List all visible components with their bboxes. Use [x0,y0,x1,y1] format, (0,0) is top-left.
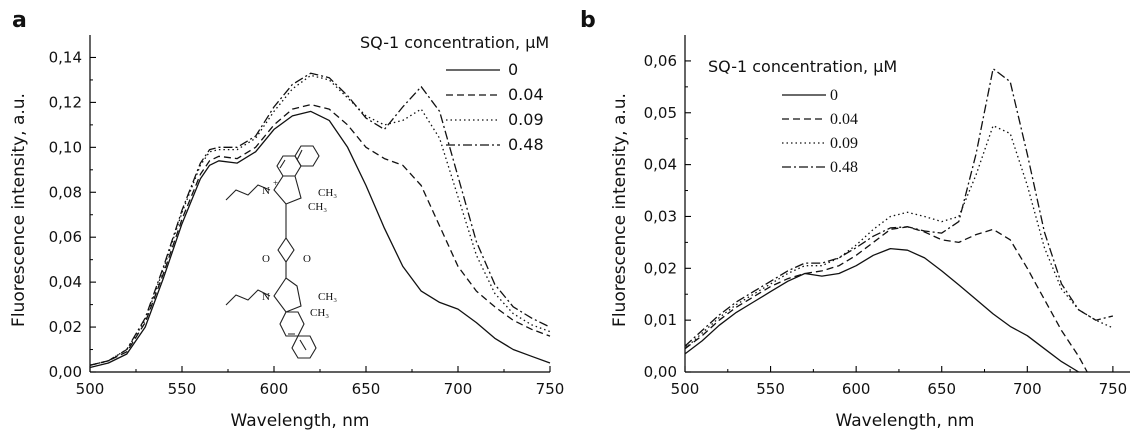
panel-a-label: a [12,8,27,33]
panel-a-y-tick-label: 0,04 [49,273,82,291]
panel-a-x-tick-label: 600 [260,380,289,398]
panel-a-y-tick-label: 0,02 [49,318,82,336]
panel-b-series-line-0_04 [684,226,1088,373]
structure-label-o-right: O [303,253,311,265]
panel-a-x-tick-label: 750 [536,380,565,398]
panel-a-y-ticks: 0,00 0,02 0,04 0,06 0,08 0,10 0,12 0,14 [49,48,96,381]
panel-b-y-tick-label: 0,02 [644,259,677,277]
panel-a-series-line-0_04 [89,103,551,366]
panel-b-x-tick-label: 650 [927,380,956,398]
panel-a-legend-title: SQ-1 concentration, μM [360,33,549,52]
upper-butyl-chain [225,184,271,201]
panel-a-structure-inset [225,145,320,359]
panel-b-legend-label: 0.04 [830,111,858,128]
panel-a-legend-label: 0 [508,60,518,79]
panel-a-series [89,72,551,369]
panel-a-series-line-0_48 [89,72,551,366]
upper-naphthalene-ring-2 [294,145,320,167]
panel-a-y-tick-label: 0,10 [49,138,82,156]
structure-label-ch3-upper-2: CH₃ [308,201,327,213]
panel-a-legend-label: 0.09 [508,110,544,129]
panel-b-x-tick-label: 500 [671,380,700,398]
panel-b-series-line-0_48 [684,68,1114,347]
panel-a-x-tick-label: 500 [76,380,105,398]
panel-b-y-tick-label: 0,04 [644,156,677,174]
panel-b-x-tick-label: 750 [1099,380,1128,398]
panel-a-x-ticks: 500 550 600 650 700 750 [76,366,565,398]
panel-b-legend-label: 0.09 [830,135,858,152]
structure-label-n-upper: N [262,185,270,197]
ring-double-bonds [279,149,307,351]
panel-b-legend: 0 0.04 0.09 0.48 [782,87,858,176]
panel-b-y-ticks: 0,00 0,01 0,02 0,03 0,04 0,05 0,06 [644,52,691,381]
panel-b-y-tick-label: 0,06 [644,52,677,70]
panel-a-x-tick-label: 650 [352,380,381,398]
panel-b-legend-label: 0 [830,87,838,104]
panel-a-legend: 0 0.04 0.09 0.48 [446,60,544,154]
panel-a-y-tick-label: 0,12 [49,93,82,111]
structure-label-plus: + [273,178,278,188]
structure-label-n-lower: N [262,291,270,303]
panel-a-y-tick-label: 0,14 [49,48,82,66]
panel-b-x-tick-label: 600 [842,380,871,398]
panel-a: a 0,00 0,02 0,04 0,06 0,08 0,10 0,12 0,14 500 55… [9,8,564,431]
panel-b-y-tick-label: 0,01 [644,311,677,329]
panel-a-structure-labels: N + CH₃ CH₃ O O N CH₃ CH₃ [262,178,337,319]
panel-b-legend-title: SQ-1 concentration, μM [708,57,897,76]
structure-label-o-left: O [262,253,270,265]
panel-a-y-tick-label: 0,08 [49,183,82,201]
lower-naphthalene-ring-2 [291,335,317,359]
panel-b-series-line-0_09 [684,125,1114,350]
panel-b-axes [684,35,1130,373]
panel-b-y-tick-label: 0,05 [644,104,677,122]
panel-b-y-axis-label: Fluorescence intensity, a.u. [610,93,630,327]
panel-b-x-axis-label: Wavelength, nm [836,411,975,431]
panel-b: b 0,00 0,01 0,02 0,03 0,04 0,05 0,06 500 550 600… [580,8,1130,431]
panel-a-y-tick-label: 0,00 [49,363,82,381]
panel-a-legend-label: 0.48 [508,135,544,154]
squaraine-ring [277,237,295,263]
structure-label-ch3-lower-2: CH₃ [310,307,329,319]
lower-indole-ring [273,277,302,313]
structure-label-ch3-upper-1: CH₃ [318,187,337,199]
panel-b-x-tick-label: 700 [1013,380,1042,398]
panel-b-legend-label: 0.48 [830,159,858,176]
panel-b-y-tick-label: 0,03 [644,207,677,225]
panel-a-y-tick-label: 0,06 [49,228,82,246]
panel-b-label: b [580,8,596,33]
panel-b-y-tick-label: 0,00 [644,363,677,381]
lower-naphthalene-ring-1 [279,311,305,337]
panel-b-series-line-0 [684,247,1080,373]
panel-a-x-tick-label: 550 [168,380,197,398]
panel-b-series [684,68,1114,373]
panel-b-x-ticks: 500 550 600 650 700 750 [671,366,1128,398]
panel-b-x-tick-label: 550 [756,380,785,398]
panel-a-y-axis-label: Fluorescence intensity, a.u. [9,93,29,327]
panel-a-legend-label: 0.04 [508,85,544,104]
lower-butyl-chain [225,289,271,306]
panel-a-series-line-0 [89,110,551,369]
structure-label-ch3-lower-1: CH₃ [318,291,337,303]
panel-a-series-line-0_09 [89,74,551,366]
panel-a-x-axis-label: Wavelength, nm [231,411,370,431]
panel-a-x-tick-label: 700 [444,380,473,398]
